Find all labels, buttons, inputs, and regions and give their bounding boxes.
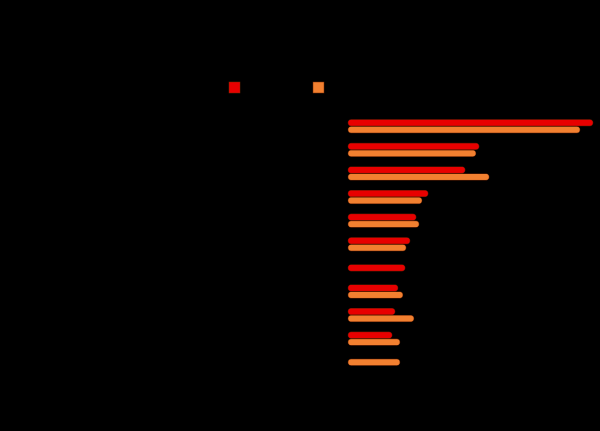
bar-s1-c9	[347, 308, 396, 316]
bar-s1-c6	[347, 237, 411, 245]
bar-s2-c4	[347, 197, 423, 205]
bar-s1-c10	[347, 331, 393, 339]
bar-s2-c10	[347, 338, 401, 346]
bar-s2-c6	[347, 244, 407, 252]
bar-s2-c5	[347, 220, 420, 228]
bar-s2-c9	[347, 315, 415, 323]
bar-s2-c2	[347, 149, 477, 157]
bar-s1-c5	[347, 213, 417, 221]
bar-s2-c11	[347, 358, 401, 366]
bar-s1-c7	[347, 264, 406, 272]
bar-s1-c1	[347, 119, 594, 127]
legend-swatch-2	[312, 81, 325, 94]
bar-s1-c4	[347, 190, 429, 198]
bar-s2-c3	[347, 173, 490, 181]
legend-swatch-1	[228, 81, 241, 94]
bar-s1-c2	[347, 142, 480, 150]
bar-s2-c1	[347, 126, 581, 134]
bar-s1-c3	[347, 166, 466, 174]
bar-s2-c8	[347, 291, 404, 299]
bar-s1-c8	[347, 284, 399, 292]
